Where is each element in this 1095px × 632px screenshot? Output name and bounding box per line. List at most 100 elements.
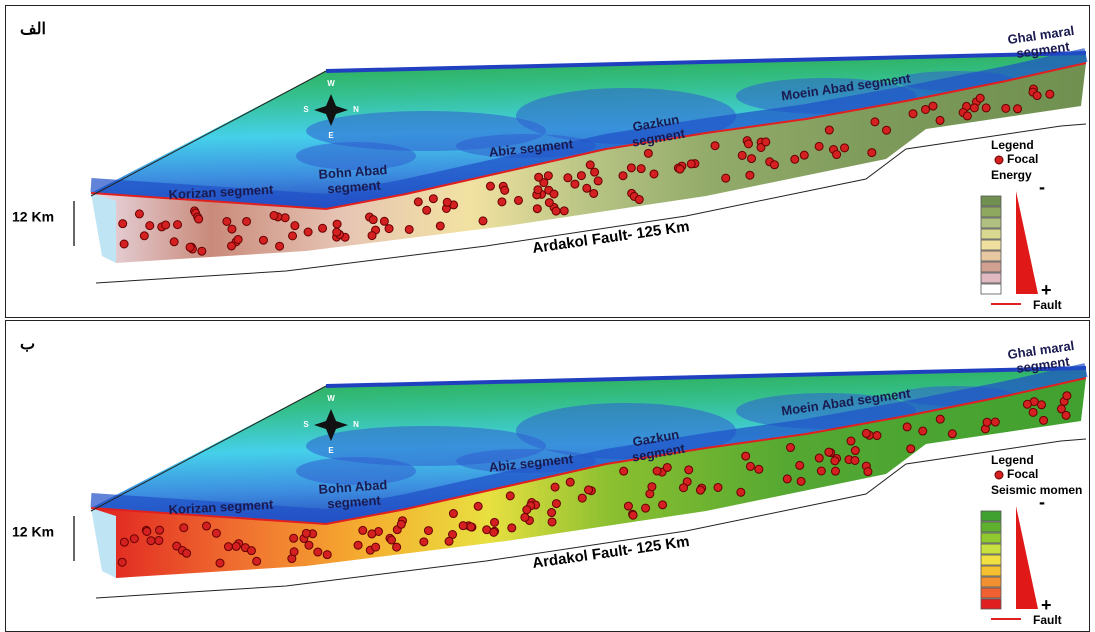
focal-point xyxy=(903,423,911,431)
focal-point xyxy=(474,502,482,510)
focal-point xyxy=(228,225,236,233)
legend-swatch xyxy=(981,577,1001,587)
focal-point xyxy=(648,483,656,491)
focal-point xyxy=(659,501,667,509)
focal-point xyxy=(486,182,494,190)
legend-swatch xyxy=(981,229,1001,239)
legend-swatch xyxy=(981,599,1001,609)
focal-point xyxy=(620,467,628,475)
focal-point xyxy=(212,529,220,537)
focal-point xyxy=(624,502,632,510)
focal-point xyxy=(815,454,823,462)
focal-point xyxy=(755,465,763,473)
focal-point xyxy=(627,164,635,172)
focal-point xyxy=(1033,92,1041,100)
legend-swatch xyxy=(981,284,1001,294)
focal-point xyxy=(156,526,164,534)
focal-point xyxy=(1063,392,1071,400)
focal-point xyxy=(508,524,516,532)
focal-point xyxy=(443,198,451,206)
focal-point xyxy=(868,149,876,157)
focal-point xyxy=(385,225,393,233)
focal-point xyxy=(936,116,944,124)
focal-point xyxy=(333,220,341,228)
focal-point xyxy=(742,452,750,460)
focal-point xyxy=(140,232,148,240)
focal-point xyxy=(841,144,849,152)
focal-point xyxy=(711,142,719,150)
focal-point xyxy=(552,500,560,508)
focal-point xyxy=(424,527,432,535)
focal-point xyxy=(514,196,522,204)
focal-point xyxy=(393,543,401,551)
focal-point xyxy=(423,206,431,214)
focal-point xyxy=(380,217,388,225)
compass-letter: E xyxy=(328,131,334,140)
focal-point xyxy=(143,527,151,535)
legend-dot xyxy=(995,156,1003,164)
focal-point xyxy=(1057,405,1065,413)
focal-point xyxy=(281,214,289,222)
focal-point xyxy=(162,221,170,229)
focal-point xyxy=(770,161,778,169)
focal-point xyxy=(566,478,574,486)
focal-point xyxy=(929,102,937,110)
compass-letter: W xyxy=(327,394,335,403)
focal-point xyxy=(414,198,422,206)
focal-point xyxy=(498,198,506,206)
focal-point xyxy=(359,526,367,534)
depth-label: 12 Km xyxy=(12,209,54,225)
focal-point xyxy=(551,483,559,491)
focal-point xyxy=(459,522,467,530)
focal-point xyxy=(147,537,155,545)
compass-letter: N xyxy=(353,105,359,114)
focal-point xyxy=(800,151,808,159)
focal-point xyxy=(635,196,643,204)
compass-letter: S xyxy=(303,105,309,114)
focal-point xyxy=(871,118,879,126)
focal-point xyxy=(135,210,143,218)
focal-point xyxy=(786,444,794,452)
focal-point xyxy=(130,535,138,543)
focal-point xyxy=(552,207,560,215)
focal-point xyxy=(420,538,428,546)
legend-minus: - xyxy=(1039,492,1045,512)
depth-label: 12 Km xyxy=(12,524,54,540)
legend-fault: Fault xyxy=(1033,298,1062,312)
focal-point xyxy=(368,232,376,240)
focal-point xyxy=(195,215,203,223)
focal-point xyxy=(746,171,754,179)
focal-point xyxy=(368,530,376,538)
panel-svg: WNSEالفGhal maralsegmentMoein Abad segme… xyxy=(6,6,1089,317)
focal-point xyxy=(198,247,206,255)
focal-point xyxy=(232,542,240,550)
legend-triangle xyxy=(1016,506,1038,609)
focal-point xyxy=(429,195,437,203)
focal-point xyxy=(783,475,791,483)
legend-scale-title: Energy xyxy=(991,168,1032,182)
focal-point xyxy=(550,190,558,198)
focal-point xyxy=(663,463,671,471)
focal-point xyxy=(577,172,585,180)
focal-point xyxy=(1040,416,1048,424)
legend-plus: + xyxy=(1041,595,1052,615)
focal-point xyxy=(304,228,312,236)
focal-point xyxy=(314,548,322,556)
focal-point xyxy=(590,189,598,197)
legend-scale-title: Seismic momen xyxy=(991,483,1082,497)
focal-point xyxy=(183,549,191,557)
focal-point xyxy=(372,543,380,551)
panel-label: الف xyxy=(20,21,46,38)
focal-point xyxy=(155,537,163,545)
focal-point xyxy=(851,456,859,464)
legend-fault: Fault xyxy=(1033,613,1062,627)
focal-point xyxy=(120,538,128,546)
legend-swatch xyxy=(981,544,1001,554)
legend-minus: - xyxy=(1039,177,1045,197)
focal-point xyxy=(227,242,235,250)
legend-swatch xyxy=(981,533,1001,543)
focal-point xyxy=(501,186,509,194)
legend-swatch xyxy=(981,273,1001,283)
focal-point xyxy=(991,418,999,426)
legend-swatch xyxy=(981,522,1001,532)
